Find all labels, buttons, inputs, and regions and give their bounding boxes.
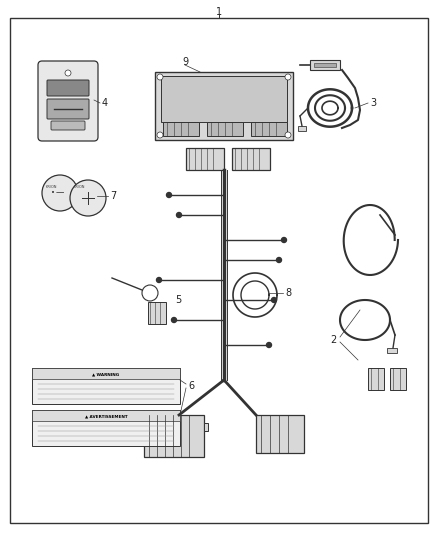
Circle shape	[157, 132, 163, 138]
FancyBboxPatch shape	[38, 61, 98, 141]
Bar	[140, 423, 144, 431]
Bar	[314, 63, 336, 67]
Circle shape	[276, 257, 282, 262]
Circle shape	[285, 74, 291, 80]
Text: ▲ AVERTISSEMENT: ▲ AVERTISSEMENT	[85, 414, 127, 418]
Text: 9: 9	[182, 57, 188, 67]
Text: KR/ON: KR/ON	[73, 185, 85, 189]
Bar	[148, 302, 166, 324]
Bar	[251, 122, 287, 136]
Text: ▲ WARNING: ▲ WARNING	[92, 372, 120, 376]
Bar	[161, 76, 287, 122]
Circle shape	[285, 132, 291, 138]
Text: 6: 6	[188, 381, 194, 391]
Text: 5: 5	[175, 295, 181, 305]
Bar	[256, 415, 304, 453]
Text: 2: 2	[330, 335, 336, 345]
Bar	[232, 148, 270, 170]
Text: 4: 4	[102, 98, 108, 108]
Text: —: —	[56, 189, 64, 198]
Bar	[32, 368, 180, 379]
Circle shape	[156, 278, 162, 282]
Text: 3: 3	[370, 98, 376, 108]
Bar	[144, 415, 204, 457]
Text: 8: 8	[285, 288, 291, 298]
Text: 7: 7	[110, 191, 116, 201]
FancyBboxPatch shape	[51, 121, 85, 130]
Circle shape	[272, 297, 276, 303]
Bar	[204, 423, 208, 431]
Bar	[310, 60, 340, 70]
Bar	[32, 410, 180, 421]
Circle shape	[157, 74, 163, 80]
Bar	[186, 148, 224, 170]
Bar	[32, 410, 180, 446]
FancyBboxPatch shape	[47, 80, 89, 96]
Bar	[390, 368, 406, 390]
Circle shape	[172, 318, 177, 322]
Circle shape	[70, 180, 106, 216]
Bar	[207, 122, 243, 136]
Bar	[368, 368, 384, 390]
Circle shape	[42, 175, 78, 211]
Circle shape	[166, 192, 172, 198]
Bar	[387, 348, 397, 353]
FancyBboxPatch shape	[47, 99, 89, 119]
Circle shape	[65, 70, 71, 76]
Bar	[155, 72, 293, 140]
Bar	[32, 368, 180, 404]
Circle shape	[282, 238, 286, 243]
Bar	[163, 122, 199, 136]
Text: •: •	[51, 190, 55, 196]
Circle shape	[266, 343, 272, 348]
Bar	[298, 126, 306, 131]
Text: 1: 1	[216, 7, 222, 17]
Text: KR/ON: KR/ON	[45, 185, 57, 189]
Circle shape	[177, 213, 181, 217]
